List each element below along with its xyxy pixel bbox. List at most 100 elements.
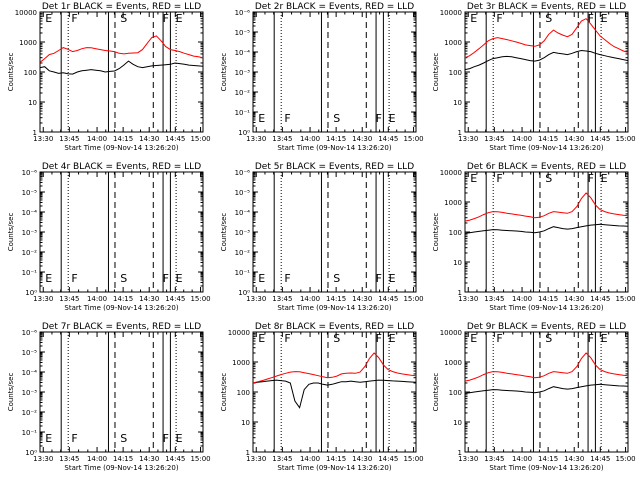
marker-letter: E (389, 332, 396, 345)
x-tick-label: 14:45 (378, 455, 398, 463)
x-tick-label: 14:15 (326, 455, 346, 463)
series-line-lld (464, 18, 629, 59)
x-tick-label: 14:30 (564, 455, 584, 463)
x-tick-label: 14:00 (300, 295, 320, 303)
x-tick-label: 14:15 (113, 455, 133, 463)
y-axis-label: Counts/sec (7, 373, 15, 412)
x-tick-label: 14:30 (352, 295, 372, 303)
y-tick-label: 1000 (232, 359, 250, 367)
x-tick-label: 15:00 (615, 455, 635, 463)
y-tick-label: 100 (449, 229, 462, 237)
marker-letter: E (601, 12, 608, 25)
marker-letter: S (120, 432, 127, 445)
x-tick-label: 14:00 (300, 135, 320, 143)
x-tick-label: 13:45 (272, 295, 292, 303)
y-tick-label: 10⁻¹ (22, 429, 38, 437)
marker-letter: S (333, 332, 340, 345)
y-tick-label: 10⁻² (22, 409, 38, 417)
y-tick-label: 10000 (440, 329, 462, 337)
marker-letter: F (284, 112, 290, 125)
series-line-lld (464, 192, 629, 222)
plot-frame (39, 11, 204, 133)
panel-title: Det 8r BLACK = Events, RED = LLD (255, 322, 414, 332)
marker-letter: E (470, 172, 477, 185)
x-tick-label: 15:00 (615, 295, 635, 303)
marker-letter: E (176, 272, 183, 285)
y-tick-label: 10⁻⁵ (235, 29, 251, 37)
panel-det-2r: Det 2r BLACK = Events, RED = LLD 10⁰ 10⁻¹ 1… (220, 2, 424, 152)
x-tick-label: 15:00 (190, 295, 210, 303)
panel-det-8r: Det 8r BLACK = Events, RED = LLD 1 10 100 10… (220, 322, 424, 472)
x-tick-label: 15:00 (403, 455, 423, 463)
y-tick-label: 1000 (19, 39, 37, 47)
x-tick-label: 13:30 (458, 455, 478, 463)
x-tick-label: 13:30 (33, 455, 53, 463)
marker-letter: E (258, 332, 265, 345)
marker-letter: F (284, 272, 290, 285)
x-tick-label: 14:00 (512, 455, 532, 463)
y-tick-label: 10⁻¹ (22, 269, 38, 277)
x-tick-label: 14:15 (538, 135, 558, 143)
x-tick-label: 14:30 (564, 135, 584, 143)
series-line-lld (39, 35, 204, 63)
x-tick-label: 13:30 (33, 295, 53, 303)
x-tick-label: 13:45 (272, 455, 292, 463)
panel-title: Det 7r BLACK = Events, RED = LLD (42, 322, 201, 332)
marker-letter: E (470, 12, 477, 25)
marker-letter: F (376, 272, 382, 285)
marker-letter: F (163, 432, 169, 445)
y-axis-label: Counts/sec (220, 53, 228, 92)
y-tick-label: 10⁻² (22, 249, 38, 257)
panel-det-7r: Det 7r BLACK = Events, RED = LLD 10⁰ 10⁻¹ 1… (7, 322, 211, 472)
panel-title: Det 1r BLACK = Events, RED = LLD (42, 2, 201, 12)
series-line-lld (464, 352, 629, 382)
y-axis-label: Counts/sec (432, 213, 440, 252)
y-tick-label: 10⁻⁴ (22, 369, 38, 377)
x-tick-label: 13:45 (484, 295, 504, 303)
marker-letter: F (71, 432, 77, 445)
y-tick-label: 10 (453, 259, 462, 267)
x-tick-label: 14:30 (139, 455, 159, 463)
panel-title: Det 6r BLACK = Events, RED = LLD (467, 162, 626, 172)
x-tick-label: 15:00 (615, 135, 635, 143)
x-tick-label: 14:00 (512, 135, 532, 143)
panel-title: Det 3r BLACK = Events, RED = LLD (467, 2, 626, 12)
marker-letter: E (601, 172, 608, 185)
y-axis-label: Counts/sec (432, 53, 440, 92)
y-tick-label: 10⁰ (238, 289, 250, 297)
y-tick-label: 10⁻² (235, 89, 251, 97)
marker-letter: E (470, 332, 477, 345)
y-axis-label: Counts/sec (7, 213, 15, 252)
panel-det-3r: Det 3r BLACK = Events, RED = LLD 1 10 100 10… (432, 2, 636, 152)
marker-letter: F (376, 112, 382, 125)
y-tick-label: 10⁻³ (22, 389, 38, 397)
panel-title: Det 9r BLACK = Events, RED = LLD (467, 322, 626, 332)
y-tick-label: 10⁻² (235, 249, 251, 257)
marker-letter: E (389, 272, 396, 285)
y-tick-label: 10⁻¹ (235, 109, 251, 117)
x-tick-label: 15:00 (190, 455, 210, 463)
y-tick-label: 10⁰ (25, 449, 37, 457)
y-tick-label: 10000 (15, 9, 37, 17)
x-tick-label: 14:30 (564, 295, 584, 303)
y-tick-label: 1000 (444, 359, 462, 367)
marker-letter: S (120, 272, 127, 285)
marker-letter: F (496, 172, 502, 185)
x-tick-label: 14:45 (590, 455, 610, 463)
y-tick-label: 1 (33, 129, 37, 137)
y-tick-label: 10⁻¹ (235, 269, 251, 277)
y-tick-label: 1000 (444, 199, 462, 207)
x-tick-label: 14:15 (538, 455, 558, 463)
panel-det-4r: Det 4r BLACK = Events, RED = LLD 10⁰ 10⁻¹ 1… (7, 162, 211, 312)
y-tick-label: 10⁰ (25, 289, 37, 297)
y-tick-label: 10 (453, 99, 462, 107)
y-axis-label: Counts/sec (7, 53, 15, 92)
x-tick-label: 14:45 (378, 295, 398, 303)
marker-letter: F (588, 12, 594, 25)
y-tick-label: 1000 (444, 39, 462, 47)
x-tick-label: 13:30 (33, 135, 53, 143)
marker-letter: S (333, 272, 340, 285)
y-tick-label: 10⁻⁵ (22, 349, 38, 357)
x-axis-label: Start Time (09-Nov-14 13:26:20) (277, 304, 391, 312)
y-tick-label: 10⁻⁴ (22, 209, 38, 217)
